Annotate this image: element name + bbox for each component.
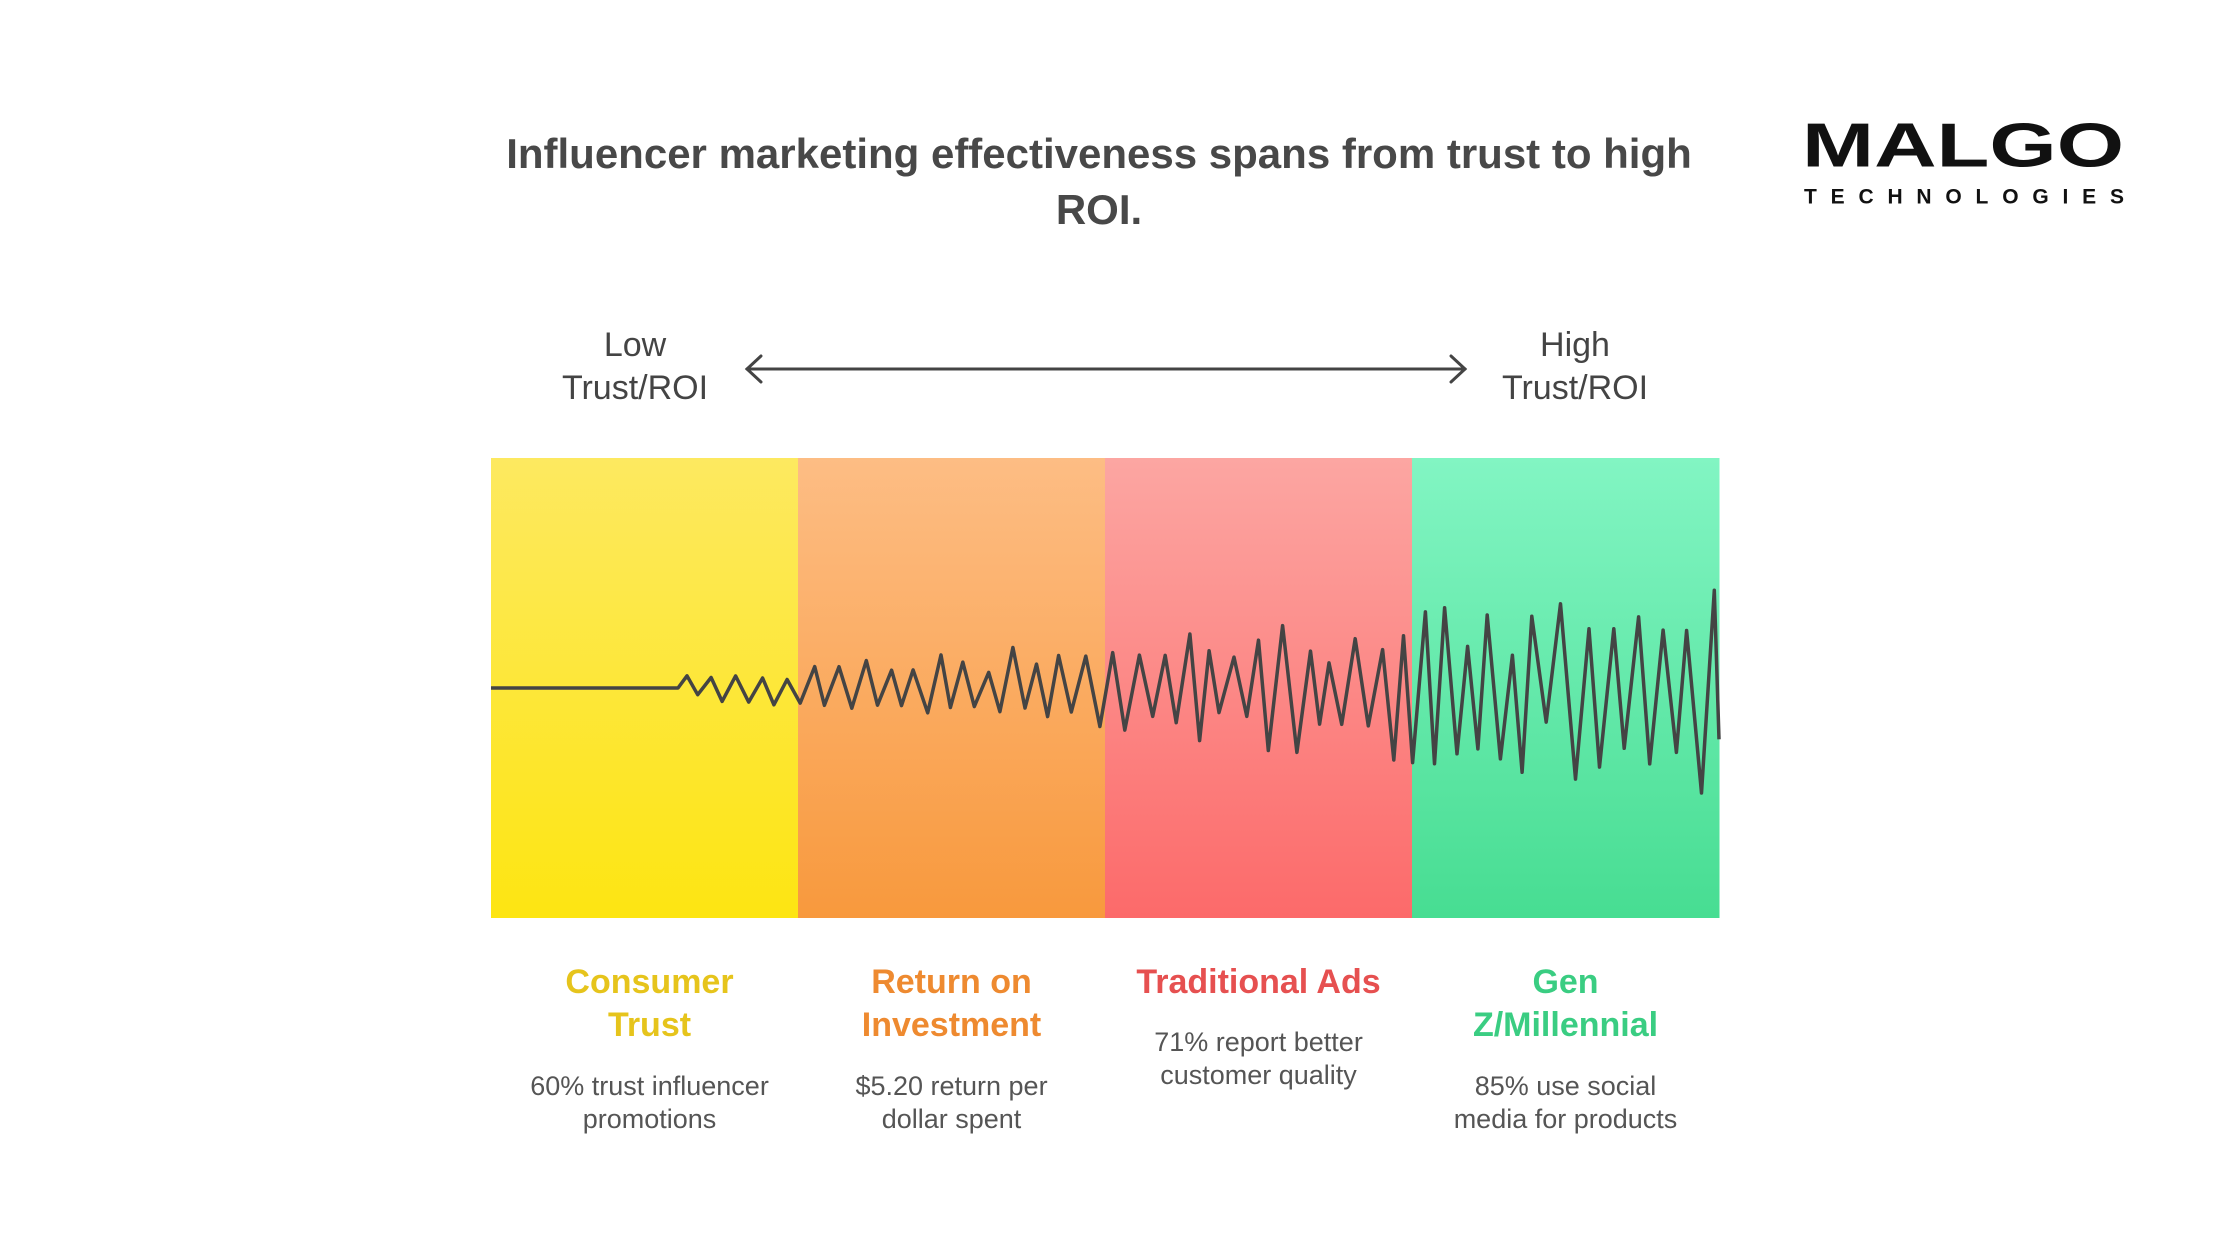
segment-title: Consumer <box>565 963 733 1001</box>
segment-description: promotions <box>583 1104 717 1134</box>
segment-title: Z/Millennial <box>1473 1006 1658 1044</box>
segment-description: 60% trust influencer <box>530 1071 769 1101</box>
segment-band <box>1412 458 1720 918</box>
segment-description: customer quality <box>1160 1060 1357 1090</box>
scale-arrow <box>744 354 1468 384</box>
scale-high: Trust/ROI <box>1502 369 1648 407</box>
segment-title: Return on <box>871 963 1032 1001</box>
title-line: Influencer marketing effectiveness spans… <box>506 130 1692 177</box>
segment-description: 85% use social <box>1475 1071 1657 1101</box>
segment-band <box>1105 458 1413 918</box>
wave <box>491 588 1721 795</box>
segment-description: 71% report better <box>1154 1027 1363 1057</box>
segment-title: Gen <box>1532 963 1598 1001</box>
segment-title: Investment <box>862 1006 1042 1044</box>
segment-description: dollar spent <box>882 1104 1022 1134</box>
logo-name: MALGO <box>1802 111 2124 180</box>
scale-low: Trust/ROI <box>562 369 708 407</box>
segment-description: $5.20 return per <box>855 1071 1047 1101</box>
scale-low: Low <box>604 326 667 364</box>
segment-title: Trust <box>608 1006 691 1044</box>
scale-high: High <box>1540 326 1610 364</box>
segment-description: media for products <box>1454 1104 1678 1134</box>
logo-tagline: TECHNOLOGIES <box>1804 186 2124 209</box>
segment-title: Traditional Ads <box>1136 963 1380 1001</box>
title-line: ROI. <box>1056 186 1142 233</box>
